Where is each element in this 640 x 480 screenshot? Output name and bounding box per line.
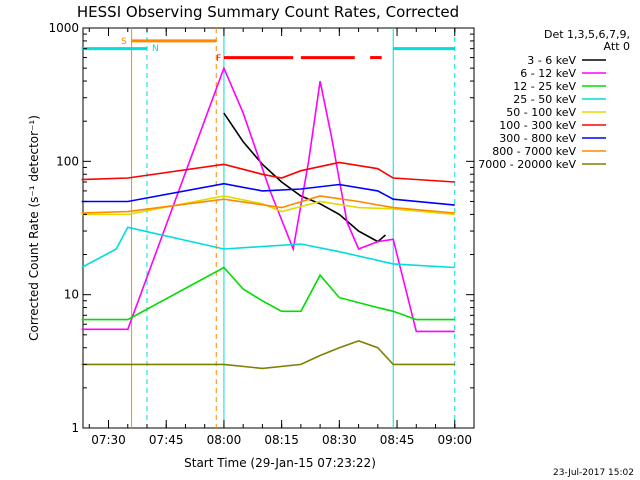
legend-label-8: 7000 - 20000 keV: [478, 158, 576, 171]
legend-label-2: 12 - 25 keV: [513, 80, 576, 93]
x-tick-label-5: 08:45: [380, 433, 415, 447]
legend-label-4: 50 - 100 keV: [506, 106, 576, 119]
legend-label-7: 800 - 7000 keV: [492, 145, 576, 158]
x-axis-label: Start Time (29-Jan-15 07:23:22): [184, 456, 376, 470]
series-line-0: [223, 112, 387, 243]
x-tick-label-6: 09:00: [437, 433, 472, 447]
series-line-2: [81, 266, 455, 321]
series-line-7: [81, 195, 455, 214]
flag-s: S: [121, 37, 127, 47]
x-tick-label-0: 07:30: [91, 433, 126, 447]
date-stamp: 23-Jul-2017 15:02: [553, 468, 634, 478]
plot-frame: [82, 27, 475, 429]
series-line-3: [81, 226, 455, 269]
legend-label-5: 100 - 300 keV: [499, 119, 576, 132]
y-tick-label-3: 1000: [48, 21, 79, 35]
legend-label-6: 300 - 800 keV: [499, 132, 576, 145]
x-tick-label-4: 08:30: [322, 433, 357, 447]
series-line-1: [81, 65, 455, 333]
y-tick-label-2: 100: [56, 154, 79, 168]
y-axis-label: Corrected Count Rate (s⁻¹ detector⁻¹): [27, 115, 41, 341]
series-line-6: [81, 182, 455, 206]
chart-title: HESSI Observing Summary Count Rates, Cor…: [77, 3, 459, 21]
x-tick-label-2: 08:00: [207, 433, 242, 447]
y-tick-label-0: 1: [71, 421, 79, 435]
flag-f: F: [216, 54, 221, 64]
legend-label-1: 6 - 12 keV: [520, 67, 576, 80]
flag-n: N: [152, 44, 159, 54]
x-tick-label-1: 07:45: [149, 433, 184, 447]
series-line-8: [81, 340, 455, 370]
legend-label-3: 25 - 50 keV: [513, 93, 576, 106]
legend-label-0: 3 - 6 keV: [527, 54, 576, 67]
x-tick-label-3: 08:15: [264, 433, 299, 447]
series-line-5: [81, 161, 455, 183]
y-tick-label-1: 10: [64, 288, 79, 302]
legend-header-2: Att 0: [604, 40, 630, 53]
plot-area: 07:30 07:45 08:00 08:15 08:30 08:45 09:00 1 10 10…: [48, 21, 475, 447]
legend-header-1: Det 1,3,5,6,7,9,: [544, 28, 630, 41]
